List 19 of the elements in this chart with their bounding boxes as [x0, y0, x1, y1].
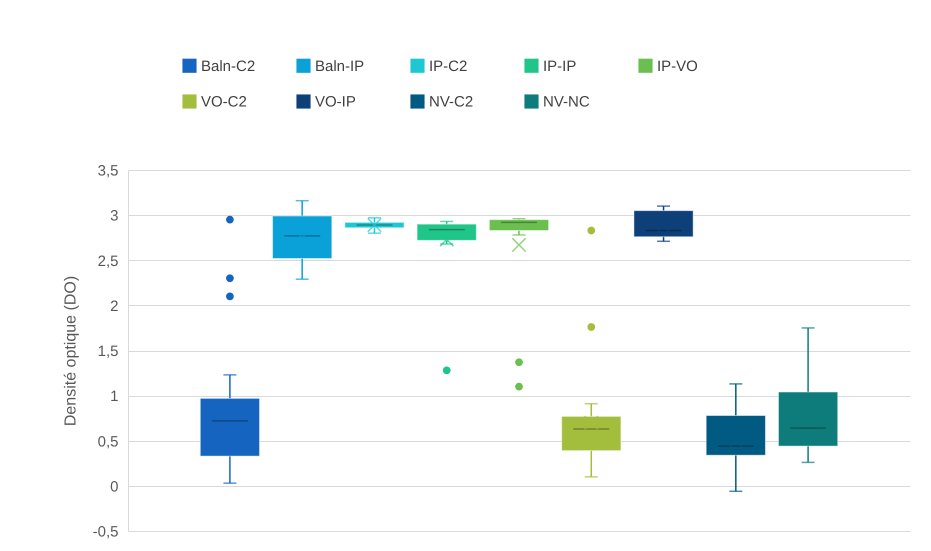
y-tick-label: 3,5: [98, 162, 118, 180]
y-tick-label: 1: [110, 388, 118, 406]
y-tick-label: 2,5: [98, 252, 118, 270]
y-tick-label: 0,5: [98, 433, 118, 450]
legend-label: Baln-IP: [315, 58, 364, 75]
legend-label: NV-C2: [429, 94, 474, 110]
y-axis-title: Densité optique (DO): [62, 276, 80, 426]
y-tick-label: 3: [110, 208, 118, 225]
legend-label: Baln-C2: [201, 58, 256, 75]
legend-label: NV-NC: [543, 94, 590, 110]
y-tick-label: 2: [110, 298, 118, 315]
legend-label: IP-C2: [429, 58, 468, 75]
legend-label: VO-C2: [201, 94, 247, 110]
y-tick-label: 0: [110, 478, 118, 496]
legend-label: VO-IP: [315, 94, 356, 110]
y-tick-label: -0,5: [92, 524, 118, 540]
y-tick-label: 1,5: [98, 343, 118, 360]
legend-label: IP-VO: [657, 58, 698, 75]
legend-label: IP-IP: [543, 58, 576, 75]
